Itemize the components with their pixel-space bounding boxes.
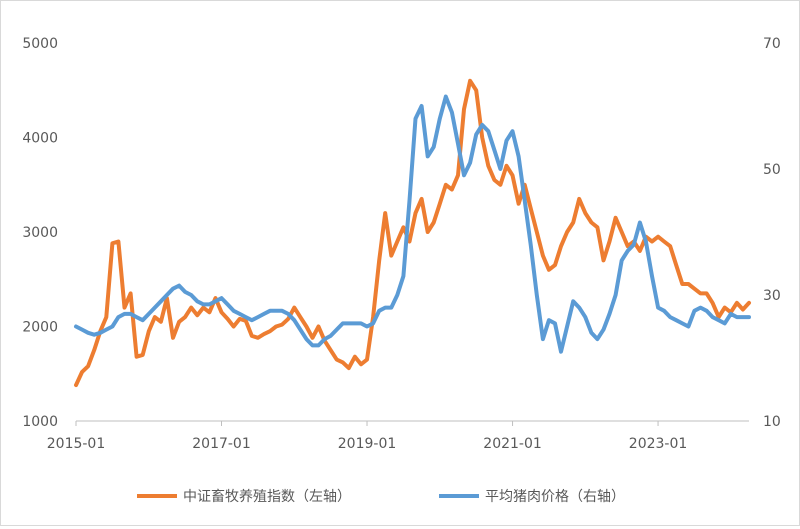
y-left-tick-label: 5000 (22, 36, 58, 52)
y-left-tick-label: 2000 (22, 320, 58, 336)
x-tick-label: 2023-01 (629, 436, 688, 452)
y-left-tick-label: 3000 (22, 225, 58, 241)
legend: 中证畜牧养殖指数（左轴） 平均猪肉价格（右轴） (137, 488, 625, 505)
y-left-tick-label: 1000 (22, 414, 58, 430)
y-axis-right-ticks: 70 50 30 10 (763, 36, 781, 430)
y-right-tick-label: 50 (763, 162, 781, 178)
y-right-tick-label: 30 (763, 288, 781, 304)
x-tick-label: 2017-01 (192, 436, 251, 452)
y-left-tick-label: 4000 (22, 131, 58, 147)
series-line-1 (74, 78, 751, 388)
x-tick-label: 2019-01 (338, 436, 397, 452)
x-axis-ticks: 2015-01 2017-01 2019-01 2021-01 2023-01 (47, 421, 688, 452)
legend-label-1: 中证畜牧养殖指数（左轴） (183, 488, 351, 505)
y-right-tick-label: 70 (763, 36, 781, 52)
y-right-tick-label: 10 (763, 414, 781, 430)
legend-label-2: 平均猪肉价格（右轴） (485, 489, 625, 505)
series-line-2 (74, 94, 751, 354)
x-tick-label: 2021-01 (483, 436, 542, 452)
y-axis-left-ticks: 5000 4000 3000 2000 1000 (22, 36, 58, 430)
x-tick-label: 2015-01 (47, 436, 106, 452)
series-layer (74, 78, 751, 388)
